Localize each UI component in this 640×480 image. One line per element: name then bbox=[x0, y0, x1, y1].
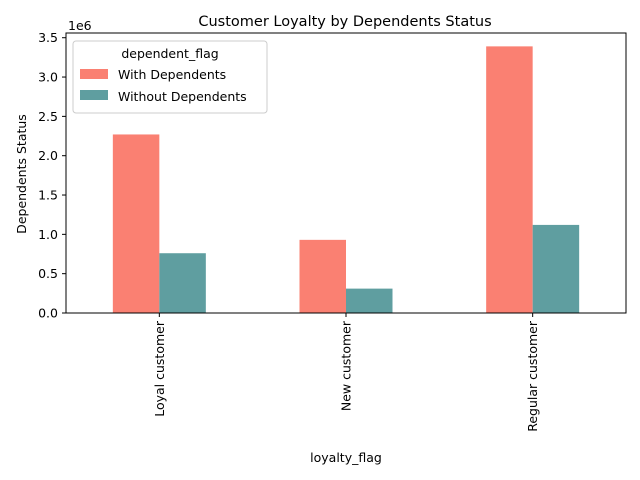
y-tick-label: 0.0 bbox=[38, 306, 58, 321]
legend-box bbox=[72, 40, 268, 114]
x-tick-label: New customer bbox=[339, 320, 354, 411]
legend-swatch-without-dependents bbox=[80, 90, 108, 100]
bar-without-dependents-2 bbox=[346, 288, 393, 313]
y-tick-label: 2.0 bbox=[38, 148, 58, 163]
y-scale-label: 1e6 bbox=[68, 18, 92, 33]
y-tick-label: 1.5 bbox=[38, 188, 58, 203]
y-ticks: 0.0 0.5 1.0 1.5 2.0 2.5 3.0 3.5 bbox=[38, 30, 66, 321]
x-tick-label: Regular customer bbox=[525, 320, 540, 432]
legend-label-with-dependents: With Dependents bbox=[118, 67, 226, 82]
legend-swatch-with-dependents bbox=[80, 69, 108, 79]
bar-without-dependents-3 bbox=[532, 224, 580, 313]
plot-frame bbox=[65, 32, 627, 314]
bar-with-dependents-3 bbox=[486, 46, 533, 313]
bar-without-dependents-1 bbox=[159, 253, 206, 313]
x-tick-label: Loyal customer bbox=[152, 320, 167, 417]
y-tick-label: 3.5 bbox=[38, 30, 58, 45]
y-tick-label: 3.0 bbox=[38, 70, 58, 85]
x-axis-label: loyalty_flag bbox=[310, 450, 382, 465]
chart-title: Customer Loyalty by Dependents Status bbox=[198, 14, 491, 30]
bars-layer bbox=[112, 46, 580, 313]
legend: dependent_flag With Dependents Without D… bbox=[72, 40, 268, 114]
y-axis-label: Dependents Status bbox=[14, 114, 29, 234]
y-tick-label: 0.5 bbox=[38, 266, 58, 281]
bar-with-dependents-2 bbox=[299, 239, 346, 313]
y-tick-label: 2.5 bbox=[38, 109, 58, 124]
y-tick-label: 1.0 bbox=[38, 227, 58, 242]
legend-label-without-dependents: Without Dependents bbox=[118, 89, 247, 104]
bar-with-dependents-1 bbox=[112, 134, 160, 313]
legend-title: dependent_flag bbox=[121, 46, 218, 61]
x-ticks: Loyal customer New customer Regular custom… bbox=[152, 313, 540, 432]
